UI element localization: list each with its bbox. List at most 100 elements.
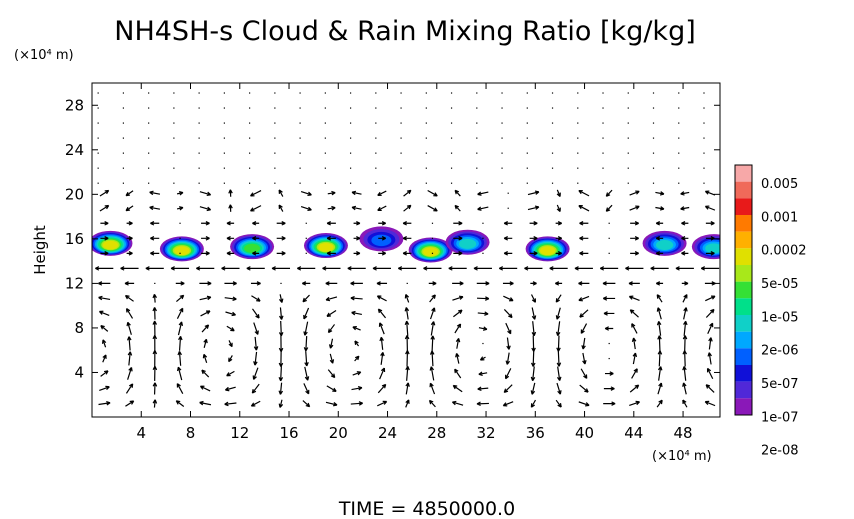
grid-dot: [375, 167, 377, 169]
grid-dot: [551, 182, 554, 184]
wind-vector: [657, 366, 663, 381]
grid-dot: [122, 107, 124, 109]
grid-dot: [198, 92, 200, 94]
wind-vector: [506, 337, 511, 350]
x-tick-label: 48: [674, 424, 693, 442]
wind-vector: [629, 384, 640, 393]
wind-vector: [376, 281, 388, 286]
wind-vector: [477, 296, 490, 301]
cloud-contour: [244, 243, 261, 254]
grid-dot: [148, 182, 150, 184]
wind-vector: [405, 399, 410, 408]
grid-dot: [551, 122, 554, 124]
wind-vector: [502, 401, 514, 407]
wind-vector: [657, 350, 663, 367]
wind-vector: [226, 370, 235, 377]
wind-vector: [629, 190, 640, 196]
wind-vector: [555, 220, 563, 226]
wind-vector: [705, 308, 715, 318]
wind-vector: [605, 189, 613, 197]
wind-vector: [271, 266, 291, 271]
wind-vector: [555, 251, 563, 256]
grid-dot: [476, 167, 478, 169]
grid-dot: [198, 182, 200, 184]
grid-dot: [274, 122, 276, 124]
wind-vector: [708, 337, 713, 350]
wind-vector: [347, 266, 366, 271]
wind-vector: [325, 401, 338, 407]
wind-vector: [127, 367, 133, 380]
grid-dot: [400, 107, 402, 109]
wind-vector: [681, 281, 689, 286]
wind-vector: [278, 399, 284, 408]
wind-vector: [228, 340, 233, 348]
wind-vector: [604, 326, 614, 331]
grid-dot: [627, 122, 629, 124]
colorbar-segment: [735, 348, 752, 365]
wind-vector: [278, 294, 284, 303]
wind-vector: [176, 307, 184, 319]
wind-vector: [145, 266, 164, 271]
wind-vector: [405, 366, 410, 381]
grid-dot: [652, 122, 655, 124]
colorbar-segment: [735, 165, 752, 182]
grid-dot: [324, 152, 326, 154]
wind-vector: [302, 400, 311, 408]
wind-vector: [599, 266, 619, 271]
wind-vector: [675, 266, 694, 271]
wind-vector: [428, 399, 436, 408]
x-tick-label: 40: [575, 424, 594, 442]
wind-vector: [379, 336, 384, 350]
wind-vector: [150, 236, 160, 241]
grid-dot: [274, 137, 276, 139]
wind-vector: [705, 236, 715, 241]
grid-dot: [577, 92, 579, 94]
wind-vector: [503, 308, 513, 319]
wind-vector: [476, 401, 489, 407]
grid-dot: [148, 122, 150, 124]
x-tick-label: 12: [230, 424, 249, 442]
wind-vector: [152, 365, 158, 381]
grid-dot: [577, 107, 579, 109]
wind-vector: [302, 281, 311, 286]
wind-vector: [228, 204, 233, 212]
wind-vector: [582, 352, 587, 365]
wind-vector: [581, 337, 586, 350]
grid-dot: [349, 137, 352, 139]
wind-vector: [250, 190, 262, 197]
y-axis-unit: (×10⁴ m): [14, 48, 74, 63]
wind-vector: [251, 308, 260, 319]
wind-vector: [176, 294, 185, 303]
wind-vector: [228, 189, 233, 197]
grid-dot: [173, 122, 175, 124]
x-tick-label: 24: [378, 424, 397, 442]
wind-vector: [527, 205, 540, 211]
wind-vector: [126, 236, 133, 241]
wind-vector: [630, 236, 639, 241]
grid-dot: [678, 167, 680, 169]
grid-dot: [577, 137, 579, 139]
wind-vector: [126, 336, 132, 351]
wind-vector: [350, 401, 363, 406]
grid-dot: [122, 182, 124, 184]
grid-dot: [249, 122, 251, 124]
wind-vector: [476, 281, 490, 286]
wind-vector: [556, 382, 562, 395]
y-tick-label: 24: [65, 141, 84, 159]
grid-dot: [274, 107, 276, 109]
grid-dot: [249, 152, 251, 154]
grid-dot: [526, 107, 528, 109]
grid-dot: [299, 92, 301, 94]
grid-dot: [148, 107, 150, 109]
wind-vector: [303, 336, 309, 352]
colorbar-segment: [735, 398, 752, 415]
wind-vector: [152, 335, 158, 352]
wind-vector: [578, 281, 590, 286]
grid-dot: [249, 107, 251, 109]
grid-dot: [375, 107, 377, 109]
grid-dot: [299, 182, 301, 184]
wind-vector: [246, 266, 265, 271]
wind-vector: [524, 266, 543, 271]
wind-vector: [199, 281, 212, 286]
grid-dot: [223, 92, 225, 94]
